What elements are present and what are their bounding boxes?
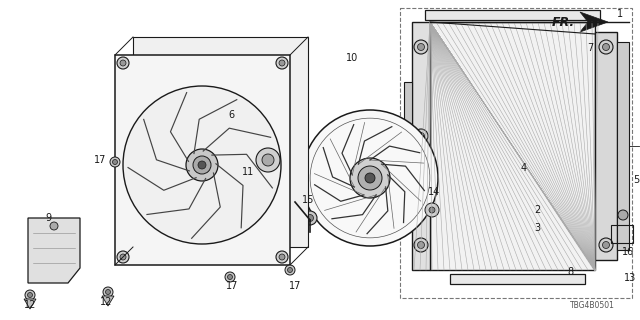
Circle shape — [302, 110, 438, 246]
Bar — [617, 42, 629, 250]
Text: 11: 11 — [242, 167, 254, 177]
Text: FR.: FR. — [552, 15, 575, 28]
Bar — [595, 32, 617, 260]
Circle shape — [602, 242, 609, 249]
Circle shape — [417, 242, 424, 249]
Circle shape — [358, 166, 382, 190]
Circle shape — [25, 290, 35, 300]
Circle shape — [28, 292, 33, 298]
Circle shape — [276, 251, 288, 263]
Bar — [450, 274, 585, 284]
Circle shape — [225, 272, 235, 282]
Text: 13: 13 — [624, 273, 636, 283]
Circle shape — [417, 44, 424, 51]
Text: 7: 7 — [587, 43, 593, 53]
Text: 12: 12 — [100, 297, 112, 307]
Circle shape — [120, 254, 126, 260]
Text: 6: 6 — [228, 110, 234, 120]
Circle shape — [113, 159, 118, 164]
Circle shape — [287, 268, 292, 273]
Circle shape — [279, 60, 285, 66]
Text: TBG4B0501: TBG4B0501 — [570, 301, 615, 310]
Text: 9: 9 — [45, 213, 51, 223]
Circle shape — [227, 275, 232, 279]
Text: 17: 17 — [226, 281, 238, 291]
Polygon shape — [115, 55, 290, 265]
Circle shape — [262, 154, 274, 166]
Circle shape — [414, 40, 428, 54]
Bar — [400, 8, 632, 298]
Text: 15: 15 — [302, 195, 314, 205]
Polygon shape — [102, 296, 114, 306]
Circle shape — [429, 207, 435, 213]
Bar — [390, 192, 404, 202]
Circle shape — [110, 157, 120, 167]
Text: 3: 3 — [534, 223, 540, 233]
Polygon shape — [258, 168, 302, 212]
Text: 12: 12 — [24, 300, 36, 310]
Text: 5: 5 — [633, 175, 639, 185]
Circle shape — [350, 158, 390, 198]
Text: 17: 17 — [289, 281, 301, 291]
Text: 1: 1 — [617, 9, 623, 19]
Text: 2: 2 — [534, 205, 540, 215]
Circle shape — [303, 211, 317, 225]
Circle shape — [599, 238, 613, 252]
Polygon shape — [28, 218, 80, 283]
Text: 8: 8 — [567, 267, 573, 277]
Polygon shape — [580, 12, 608, 32]
Circle shape — [186, 149, 218, 181]
Polygon shape — [267, 177, 293, 203]
Circle shape — [285, 265, 295, 275]
Circle shape — [103, 287, 113, 297]
Circle shape — [106, 290, 111, 294]
Circle shape — [599, 40, 613, 54]
Circle shape — [193, 156, 211, 174]
Circle shape — [365, 173, 375, 183]
Circle shape — [279, 254, 285, 260]
Bar — [425, 10, 600, 20]
Bar — [430, 22, 595, 270]
Bar — [611, 225, 633, 243]
Text: 16: 16 — [622, 247, 634, 257]
Text: 10: 10 — [346, 53, 358, 63]
Circle shape — [414, 238, 428, 252]
Bar — [412, 22, 430, 270]
Bar — [392, 204, 402, 212]
Circle shape — [256, 148, 280, 172]
Polygon shape — [133, 37, 308, 247]
Circle shape — [198, 161, 206, 169]
Circle shape — [425, 203, 439, 217]
Circle shape — [417, 132, 424, 140]
Circle shape — [414, 129, 428, 143]
Text: 4: 4 — [521, 163, 527, 173]
Circle shape — [123, 86, 281, 244]
Bar — [404, 82, 412, 172]
Polygon shape — [24, 299, 36, 309]
Circle shape — [117, 57, 129, 69]
Text: 17: 17 — [94, 155, 106, 165]
Circle shape — [618, 210, 628, 220]
Circle shape — [50, 222, 58, 230]
Circle shape — [276, 57, 288, 69]
Circle shape — [602, 44, 609, 51]
Circle shape — [307, 214, 314, 221]
Circle shape — [117, 251, 129, 263]
Circle shape — [120, 60, 126, 66]
Text: 14: 14 — [428, 187, 440, 197]
